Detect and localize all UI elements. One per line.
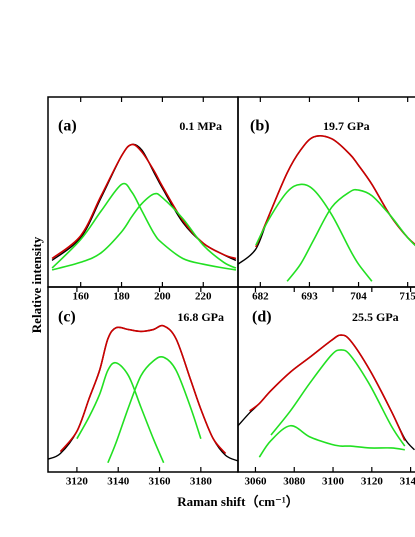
x-tick-label: 3060 [244, 476, 267, 488]
x-tick-label: 715 [399, 291, 415, 303]
series-line [270, 349, 406, 447]
panel-label: (c) [58, 309, 76, 326]
panel-condition: 16.8 GPa [177, 310, 224, 324]
x-axis-label: Raman shift（cm⁻¹） [177, 494, 299, 509]
series-line [59, 324, 227, 455]
series-line [51, 182, 237, 271]
x-tick-label: 3080 [283, 476, 306, 488]
panel-condition: 19.7 GPa [323, 119, 370, 133]
x-tick-label: 693 [301, 291, 318, 303]
x-tick-label: 704 [350, 291, 367, 303]
panel-frame [237, 286, 415, 473]
x-tick-label: 3180 [190, 476, 213, 488]
series-line [255, 135, 415, 248]
series-line [51, 192, 237, 271]
panel-condition: 0.1 MPa [179, 119, 222, 133]
x-tick-label: 3100 [322, 476, 345, 488]
series-line [258, 424, 405, 458]
series-line [107, 355, 202, 464]
series-line [237, 334, 415, 451]
x-tick-label: 200 [154, 291, 171, 303]
x-tick-label: 180 [113, 291, 130, 303]
y-axis-label: Relative intensity [29, 236, 44, 333]
x-tick-label: 160 [72, 291, 89, 303]
x-tick-label: 3120 [361, 476, 384, 488]
panel-label: (a) [58, 118, 77, 135]
x-tick-label: 3160 [149, 476, 172, 488]
series-line [286, 188, 415, 282]
x-tick-label: 3140 [107, 476, 130, 488]
series-line [76, 361, 165, 464]
x-tick-label: 220 [195, 291, 212, 303]
panel-label: (b) [250, 118, 270, 135]
series-line [237, 135, 415, 265]
series-line [51, 143, 237, 260]
x-tick-label: 682 [252, 291, 269, 303]
x-tick-label: 3120 [66, 476, 89, 488]
series-line [47, 324, 239, 462]
panel-condition: 25.5 GPa [352, 310, 399, 324]
series-line [249, 334, 406, 441]
panel-label: (d) [252, 309, 272, 326]
x-tick-label: 3140 [400, 476, 415, 488]
series-line [255, 183, 373, 282]
